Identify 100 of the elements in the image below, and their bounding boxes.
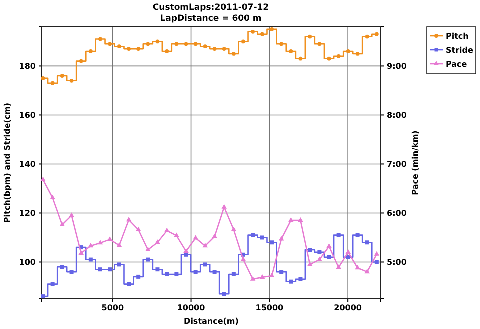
point — [250, 276, 256, 281]
point — [60, 265, 64, 270]
point — [88, 50, 93, 54]
point — [212, 234, 218, 238]
point — [136, 274, 141, 279]
point — [327, 255, 332, 260]
point — [116, 242, 122, 248]
point — [356, 233, 360, 238]
point — [40, 176, 46, 182]
x-axis-title: Distance(m) — [184, 317, 239, 326]
point — [174, 232, 180, 238]
point — [155, 240, 160, 244]
point — [41, 294, 46, 299]
point — [174, 272, 179, 276]
point — [364, 269, 370, 274]
point — [374, 251, 380, 256]
point — [98, 37, 102, 42]
point — [260, 32, 264, 36]
point — [298, 56, 303, 61]
point — [50, 81, 55, 86]
point — [336, 264, 342, 270]
point — [78, 250, 84, 255]
point — [374, 260, 379, 264]
point — [156, 40, 160, 44]
point — [203, 44, 208, 49]
point — [280, 270, 284, 274]
y-tick-label: 140 — [19, 160, 36, 169]
point — [336, 54, 341, 58]
point — [289, 280, 294, 284]
point — [118, 44, 122, 49]
legend-label: Pace — [446, 60, 468, 69]
point — [212, 47, 217, 52]
point — [202, 243, 208, 248]
point — [251, 30, 256, 34]
point — [146, 42, 150, 46]
point — [222, 292, 226, 296]
point — [317, 256, 322, 262]
point — [136, 226, 142, 232]
point — [232, 272, 236, 276]
point — [307, 262, 313, 266]
legend-label: Stride — [446, 46, 474, 55]
point — [165, 272, 170, 276]
point — [298, 218, 304, 222]
x-tick-label: 15000 — [256, 304, 284, 313]
point — [288, 218, 294, 222]
point — [222, 204, 227, 209]
legend-label: Pitch — [446, 32, 470, 41]
chart-subtitle: LapDistance = 600 m — [160, 14, 262, 24]
point — [289, 50, 294, 54]
point — [308, 34, 312, 39]
y2-axis-title: Pace (min/km) — [411, 130, 420, 196]
point — [356, 52, 360, 56]
point — [184, 42, 188, 46]
point — [365, 240, 370, 245]
point — [107, 236, 113, 242]
point — [69, 212, 74, 218]
point — [308, 248, 312, 252]
x-tick-label: 5000 — [102, 304, 124, 313]
point — [194, 42, 198, 46]
point — [60, 222, 66, 227]
y-tick-label: 160 — [19, 110, 36, 120]
point — [156, 268, 160, 272]
point — [374, 32, 379, 36]
point — [60, 74, 64, 78]
point — [184, 252, 188, 257]
point — [98, 240, 104, 245]
point — [165, 50, 170, 54]
point — [203, 262, 208, 267]
point — [117, 262, 122, 267]
point — [278, 236, 284, 241]
y2-tick-label: 7:00 — [387, 160, 408, 169]
y-tick-label: 120 — [19, 208, 36, 218]
point — [174, 42, 179, 46]
y-tick-label: 100 — [19, 258, 36, 267]
chart-title: CustomLaps:2011-07-12 — [152, 3, 270, 13]
point — [70, 78, 74, 83]
point — [298, 277, 303, 282]
point — [184, 248, 189, 253]
x-tick-label: 20000 — [334, 304, 362, 313]
point — [50, 282, 55, 286]
point — [50, 195, 56, 200]
point — [88, 243, 94, 248]
point — [108, 42, 112, 46]
point — [242, 40, 246, 44]
point — [240, 256, 246, 262]
point — [70, 270, 74, 274]
point — [346, 249, 352, 254]
point — [194, 270, 198, 274]
y2-tick-label: 9:00 — [387, 62, 408, 71]
y2-tick-label: 5:00 — [387, 258, 408, 267]
point — [136, 47, 141, 52]
point — [318, 250, 322, 254]
point — [355, 265, 360, 270]
point — [270, 28, 274, 32]
point — [269, 272, 275, 278]
point — [146, 246, 151, 252]
x-tick-label: 10000 — [177, 304, 206, 313]
point — [126, 217, 132, 222]
point — [79, 59, 84, 64]
point — [260, 274, 266, 279]
